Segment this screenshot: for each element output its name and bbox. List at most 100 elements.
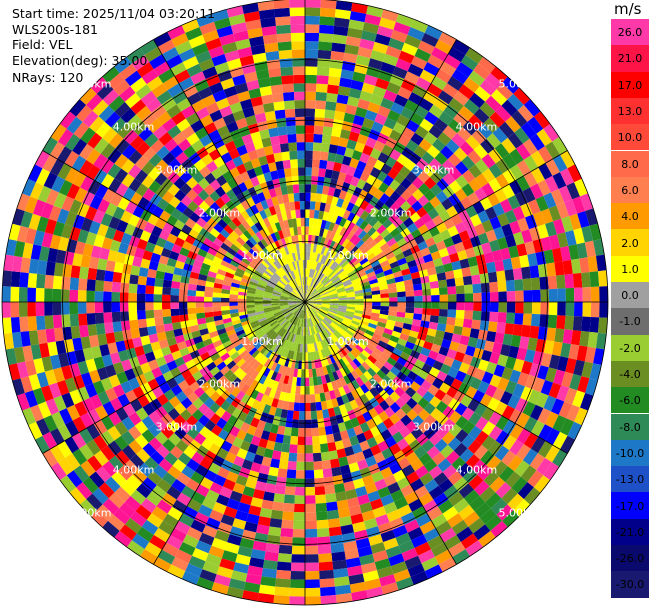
velocity-gate bbox=[134, 420, 148, 435]
velocity-gate bbox=[154, 317, 164, 326]
velocity-gate bbox=[10, 271, 21, 287]
velocity-gate bbox=[270, 84, 283, 95]
velocity-gate bbox=[204, 172, 216, 185]
velocity-gate bbox=[392, 431, 404, 444]
velocity-gate bbox=[389, 413, 401, 425]
velocity-gate bbox=[322, 383, 329, 393]
velocity-gate bbox=[115, 182, 129, 197]
velocity-gate bbox=[405, 386, 417, 398]
velocity-gate bbox=[561, 371, 574, 388]
field-text: Field: VEL bbox=[12, 37, 73, 52]
velocity-gate bbox=[447, 437, 462, 451]
velocity-gate bbox=[401, 268, 411, 276]
velocity-gate bbox=[405, 206, 417, 218]
velocity-gate bbox=[166, 360, 178, 371]
velocity-gate bbox=[203, 237, 214, 248]
velocity-gate bbox=[557, 302, 566, 316]
velocity-gate bbox=[297, 369, 302, 378]
velocity-gate bbox=[374, 267, 384, 275]
velocity-gate bbox=[323, 348, 329, 357]
colorbar-tick-label: 8.0 bbox=[621, 157, 639, 171]
velocity-gate bbox=[251, 322, 260, 329]
velocity-gate bbox=[297, 343, 301, 353]
velocity-gate bbox=[589, 223, 602, 241]
colorbar-swatch bbox=[611, 492, 649, 519]
velocity-gate bbox=[124, 368, 136, 381]
velocity-gate bbox=[293, 226, 298, 236]
velocity-gate bbox=[318, 41, 333, 51]
velocity-gate bbox=[283, 375, 290, 385]
velocity-gate bbox=[276, 33, 292, 43]
velocity-gate bbox=[288, 323, 294, 332]
velocity-gate bbox=[273, 272, 282, 280]
velocity-gate bbox=[199, 366, 210, 377]
velocity-gate bbox=[447, 294, 457, 302]
velocity-gate bbox=[416, 433, 429, 446]
velocity-gate bbox=[375, 77, 390, 90]
velocity-gate bbox=[488, 148, 503, 164]
velocity-gate bbox=[263, 236, 272, 246]
velocity-gate bbox=[344, 283, 353, 289]
velocity-gate bbox=[504, 209, 518, 224]
velocity-gate bbox=[385, 323, 395, 331]
velocity-gate bbox=[204, 469, 218, 482]
velocity-gate bbox=[82, 110, 99, 128]
velocity-gate bbox=[37, 329, 48, 345]
velocity-gate bbox=[300, 217, 305, 227]
velocity-gate bbox=[487, 321, 498, 333]
velocity-gate bbox=[537, 146, 553, 164]
velocity-gate bbox=[185, 359, 196, 370]
velocity-gate bbox=[412, 403, 424, 416]
velocity-gate bbox=[261, 499, 274, 510]
velocity-gate bbox=[388, 310, 398, 317]
velocity-gate bbox=[269, 331, 277, 340]
velocity-gate bbox=[190, 519, 206, 533]
velocity-gate bbox=[220, 182, 232, 194]
velocity-gate bbox=[362, 22, 380, 34]
velocity-gate bbox=[377, 105, 391, 118]
velocity-gate bbox=[128, 377, 140, 390]
velocity-gate bbox=[522, 401, 536, 417]
velocity-gate bbox=[205, 281, 215, 288]
velocity-gate bbox=[261, 274, 270, 281]
velocity-gate bbox=[248, 315, 257, 321]
velocity-gate bbox=[305, 344, 308, 353]
velocity-gate bbox=[512, 206, 525, 221]
velocity-gate bbox=[94, 302, 104, 313]
velocity-gate bbox=[187, 498, 202, 512]
velocity-gate bbox=[284, 286, 292, 293]
velocity-gate bbox=[379, 313, 389, 320]
velocity-gate bbox=[130, 192, 143, 206]
velocity-gate bbox=[270, 223, 278, 233]
velocity-gate bbox=[322, 366, 329, 376]
velocity-gate bbox=[115, 251, 127, 264]
velocity-gate bbox=[507, 132, 523, 149]
velocity-gate bbox=[338, 207, 347, 218]
velocity-gate bbox=[458, 84, 475, 100]
velocity-gate bbox=[102, 460, 118, 477]
velocity-gate bbox=[227, 58, 242, 70]
velocity-gate bbox=[340, 524, 354, 535]
velocity-gate bbox=[378, 280, 388, 287]
velocity-gate bbox=[126, 244, 137, 257]
velocity-gate bbox=[341, 238, 350, 248]
velocity-gate bbox=[316, 313, 324, 320]
velocity-gate bbox=[257, 240, 266, 250]
velocity-gate bbox=[181, 485, 196, 499]
velocity-gate bbox=[254, 372, 263, 383]
velocity-gate bbox=[108, 133, 124, 149]
velocity-gate bbox=[363, 302, 373, 306]
velocity-gate bbox=[222, 113, 236, 126]
velocity-gate bbox=[148, 180, 162, 194]
velocity-gate bbox=[363, 74, 378, 86]
velocity-gate bbox=[431, 302, 440, 309]
velocity-gate bbox=[479, 486, 496, 503]
velocity-gate bbox=[148, 153, 163, 167]
velocity-gate bbox=[482, 421, 496, 436]
velocity-gate bbox=[423, 189, 436, 202]
velocity-gate bbox=[234, 510, 249, 522]
velocity-gate bbox=[299, 192, 305, 202]
velocity-gate bbox=[274, 109, 286, 120]
velocity-gate bbox=[252, 104, 265, 115]
velocity-gate bbox=[587, 255, 598, 273]
